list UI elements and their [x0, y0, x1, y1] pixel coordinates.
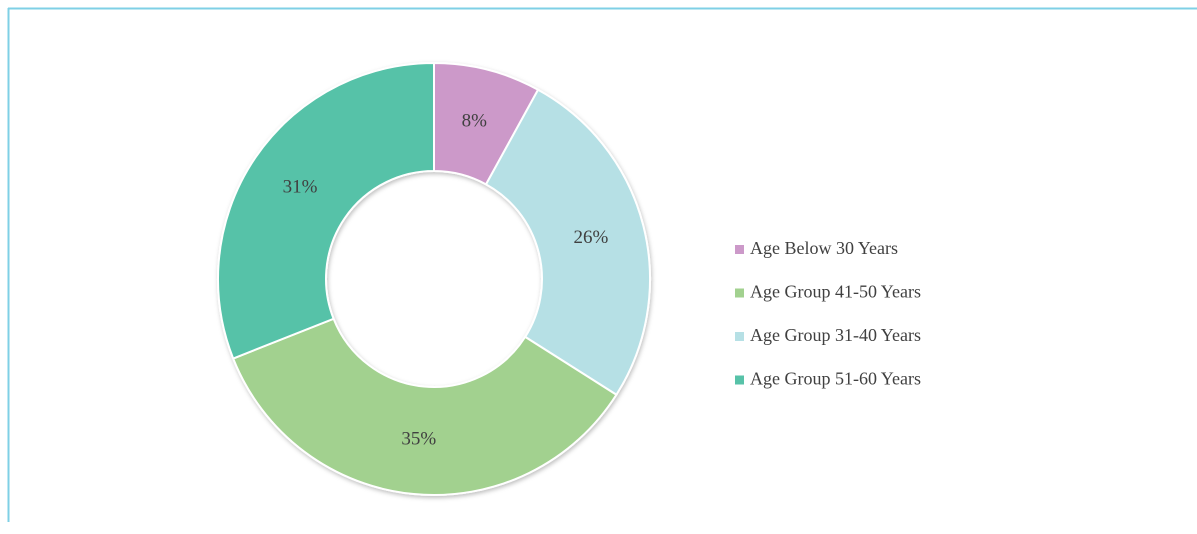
data-label: 35%: [401, 429, 436, 450]
legend-swatch: [735, 375, 744, 385]
slice: [231, 317, 618, 496]
slice: [484, 88, 651, 397]
data-label: 8%: [462, 110, 488, 131]
slice: [217, 61, 435, 360]
legend-swatch: [735, 332, 744, 341]
legend-label: Age Group 31-40 Years: [750, 325, 921, 345]
legend-swatch: [735, 288, 744, 298]
legend-label: Age Group 51-60 Years: [750, 369, 921, 389]
legend-swatch: [735, 245, 744, 254]
donut: [217, 61, 651, 496]
legend-label: Age Group 41-50 Years: [750, 282, 921, 302]
data-label: 26%: [573, 227, 608, 248]
legend-label: Age Below 30 Years: [750, 238, 898, 258]
data-label: 31%: [283, 176, 318, 197]
